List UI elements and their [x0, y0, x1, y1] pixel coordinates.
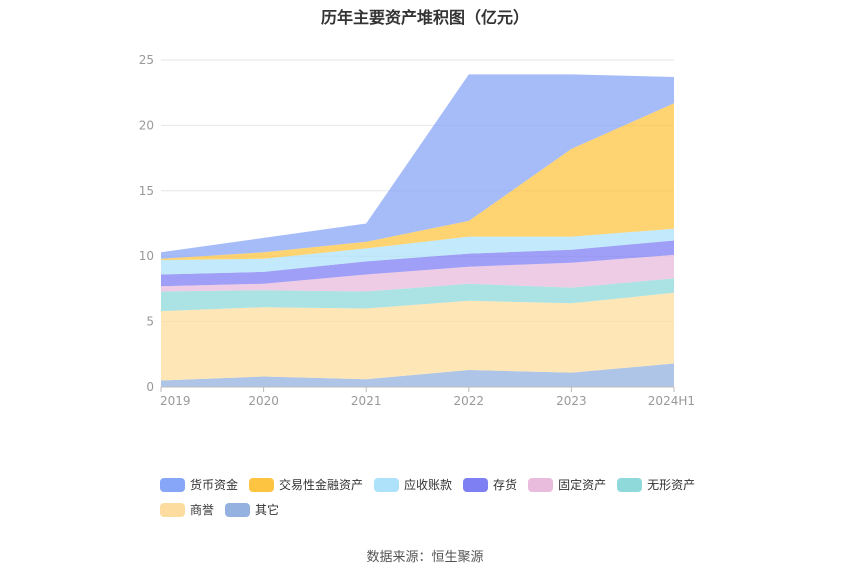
- legend-swatch: [463, 477, 489, 492]
- legend-swatch: [160, 477, 185, 492]
- legend-item[interactable]: 应收账款: [374, 476, 452, 493]
- legend-swatch: [617, 477, 643, 492]
- legend-label: 应收账款: [404, 478, 453, 492]
- area-series: [161, 228, 674, 275]
- legend-item[interactable]: 货币资金: [160, 476, 238, 493]
- x-tick-label: 2023: [556, 394, 587, 408]
- legend-label: 固定资产: [558, 478, 607, 492]
- legend-label: 无形资产: [647, 478, 696, 492]
- legend-item[interactable]: 无形资产: [617, 476, 695, 493]
- area-series: [161, 278, 674, 312]
- legend-swatch: [225, 502, 251, 517]
- x-tick-label: 2021: [351, 394, 382, 408]
- area-series: [161, 240, 674, 287]
- x-tick-label: 2019: [160, 394, 191, 408]
- legend-label: 交易性金融资产: [279, 478, 364, 492]
- legend-swatch: [160, 502, 185, 517]
- y-tick-label: 25: [139, 53, 154, 67]
- legend-label: 其它: [255, 503, 280, 517]
- y-tick-label: 0: [146, 380, 154, 394]
- legend-row: 货币资金 交易性金融资产 应收账款 存货 固定资产 无形资产: [160, 472, 720, 497]
- chart-title: 历年主要资产堆积图（亿元）: [320, 8, 529, 27]
- x-tick-label: 2022: [454, 394, 485, 408]
- legend-label: 存货: [493, 478, 518, 492]
- area-series: [161, 74, 674, 259]
- legend-item[interactable]: 存货: [463, 476, 517, 493]
- legend-swatch: [374, 477, 400, 492]
- x-tick-label: 2020: [248, 394, 279, 408]
- legend-item[interactable]: 商誉: [160, 501, 214, 518]
- y-tick-label: 10: [139, 249, 154, 263]
- y-tick-label: 15: [139, 184, 154, 198]
- legend-row: 商誉 其它: [160, 497, 720, 522]
- legend-item[interactable]: 其它: [225, 501, 279, 518]
- x-tick-label: 2024H1: [648, 394, 695, 408]
- y-tick-label: 20: [139, 118, 154, 132]
- legend-label: 货币资金: [190, 478, 239, 492]
- legend-swatch: [249, 477, 275, 492]
- area-series: [161, 363, 674, 387]
- data-source: 数据来源：恒生聚源: [366, 550, 484, 565]
- area-series: [161, 292, 674, 381]
- area-series: [161, 103, 674, 261]
- legend-item[interactable]: 固定资产: [528, 476, 606, 493]
- chart-legend: 货币资金 交易性金融资产 应收账款 存货 固定资产 无形资产商誉 其它: [160, 472, 720, 522]
- legend-swatch: [528, 477, 554, 492]
- legend-item[interactable]: 交易性金融资产: [249, 476, 363, 493]
- y-tick-label: 5: [146, 315, 154, 329]
- area-series: [161, 254, 674, 292]
- legend-label: 商誉: [190, 503, 215, 517]
